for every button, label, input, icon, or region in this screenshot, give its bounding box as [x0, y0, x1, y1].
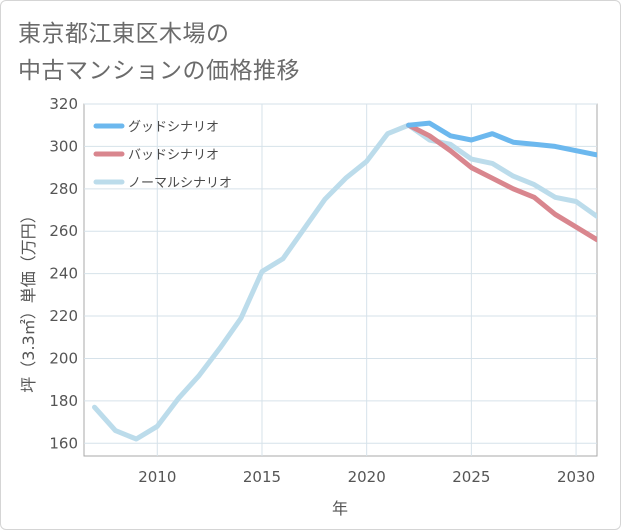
- x-tick-label: 2020: [348, 468, 386, 486]
- chart-title-line1: 東京都江東区木場の: [18, 21, 230, 47]
- legend-label-3: ノーマルシナリオ: [128, 176, 232, 191]
- series-lines: [92, 120, 597, 442]
- y-tick-label: 320: [49, 95, 78, 113]
- y-tick-label: 200: [49, 349, 78, 367]
- grid-lines: [84, 103, 597, 456]
- y-tick-label: 220: [49, 307, 78, 325]
- x-tick-label: 2010: [138, 468, 176, 486]
- y-tick-label: 280: [49, 180, 78, 198]
- legend-label-1: グッドシナリオ: [128, 120, 219, 135]
- y-axis-title: 坪（3.3㎡）単価（万円）: [19, 207, 38, 392]
- y-tick-label: 260: [49, 222, 78, 240]
- x-tick-label: 2025: [452, 468, 490, 486]
- y-tick-label: 300: [49, 137, 78, 155]
- series-line-2: [406, 122, 597, 243]
- chart-title-line2: 中古マンションの価格推移: [18, 58, 300, 84]
- series-line-3: [92, 122, 597, 442]
- x-tick-label: 2030: [557, 468, 595, 486]
- series-line-1: [406, 120, 597, 158]
- x-tick-label: 2015: [243, 468, 281, 486]
- y-tick-label: 180: [49, 392, 78, 410]
- y-tick-labels: 160 180 200 220 240 260 280 300 320: [49, 95, 78, 452]
- chart-title: 東京都江東区木場の 中古マンションの価格推移: [18, 16, 300, 90]
- y-tick-label: 240: [49, 265, 78, 283]
- x-tick-labels: 2010 2015 2020 2025 2030: [138, 468, 595, 486]
- legend-label-2: バッドシナリオ: [128, 148, 219, 163]
- y-tick-label: 160: [49, 434, 78, 452]
- x-axis-title: 年: [332, 499, 348, 518]
- plot-area: [83, 103, 598, 457]
